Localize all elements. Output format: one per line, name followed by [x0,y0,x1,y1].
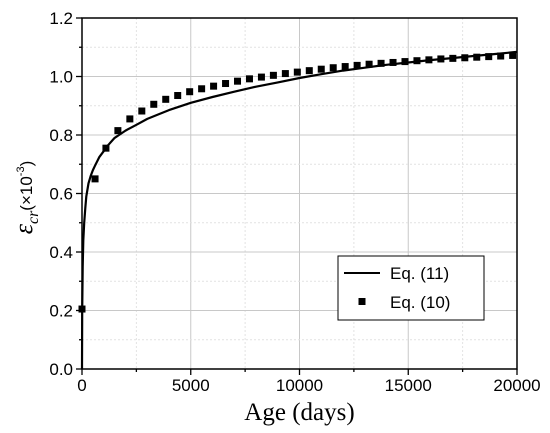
data-point-eq10 [257,73,265,81]
data-point-eq10 [353,61,361,69]
data-point-eq10 [365,60,373,68]
series-line-eq11 [80,50,518,370]
data-point-eq10 [114,127,122,135]
data-point-eq10 [509,51,517,59]
data-point-eq10 [91,175,99,183]
legend-label-eq11: Eq. (11) [390,264,449,283]
data-point-eq10 [305,67,313,75]
x-tick-label: 10000 [276,376,323,395]
data-point-eq10 [293,68,301,76]
data-point-eq10 [174,92,182,100]
legend-box [337,255,485,321]
y-tick-label: 0.4 [49,243,73,262]
data-point-eq10 [401,58,409,66]
y-axis-symbol: ε [9,223,38,234]
x-tick-label: 0 [77,376,86,395]
y-axis-unit-close: ) [17,161,36,167]
data-point-eq10 [234,77,242,85]
data-point-eq10 [186,88,194,96]
y-tick-label: 0.2 [49,302,73,321]
data-point-eq10 [425,56,433,64]
x-tick-label: 5000 [172,376,210,395]
svg-text:εcr(×10-3): εcr(×10-3) [9,161,42,235]
series-layer [78,50,518,370]
data-point-eq10 [138,107,146,115]
data-point-eq10 [461,54,469,62]
legend: Eq. (11) Eq. (10) [337,255,485,321]
y-axis-unit-exponent: -3 [15,166,27,176]
x-tick-label: 15000 [385,376,432,395]
axis-ticks [76,17,518,375]
y-axis-label: εcr(×10-3) [9,161,42,235]
data-point-eq10 [437,55,445,63]
data-point-eq10 [473,53,481,61]
data-point-eq10 [449,54,457,62]
y-tick-label: 1.2 [49,9,73,28]
data-point-eq10 [389,58,397,66]
legend-swatch-eq10 [358,298,366,305]
data-point-eq10 [198,85,206,93]
y-axis-subscript: cr [25,210,42,224]
data-point-eq10 [317,65,325,73]
data-point-eq10 [413,57,421,65]
data-point-eq10 [210,82,218,90]
y-axis-unit-open: (×10 [17,176,36,211]
data-point-eq10 [102,144,110,152]
y-tick-label: 0.0 [49,360,73,379]
data-point-eq10 [377,59,385,67]
data-point-eq10 [341,63,349,71]
data-point-eq10 [269,71,277,79]
data-point-eq10 [329,64,337,72]
tick-labels: 0 5000 10000 15000 20000 0.0 0.2 0.4 0.6 0.8 1.0 1.… [49,9,540,395]
data-point-eq10 [485,53,493,61]
data-point-eq10 [245,75,253,83]
data-point-eq10 [126,115,134,123]
data-point-eq10 [162,95,170,103]
legend-label-eq10: Eq. (10) [390,293,450,312]
x-axis-label: Age (days) [244,399,354,426]
data-point-eq10 [222,80,230,88]
y-tick-label: 1.0 [49,68,73,87]
data-point-eq10 [150,100,158,108]
data-point-eq10 [281,70,289,78]
y-tick-label: 0.6 [49,185,73,204]
y-tick-label: 0.8 [49,126,73,145]
data-point-eq10 [497,52,505,60]
x-tick-label: 20000 [493,376,540,395]
